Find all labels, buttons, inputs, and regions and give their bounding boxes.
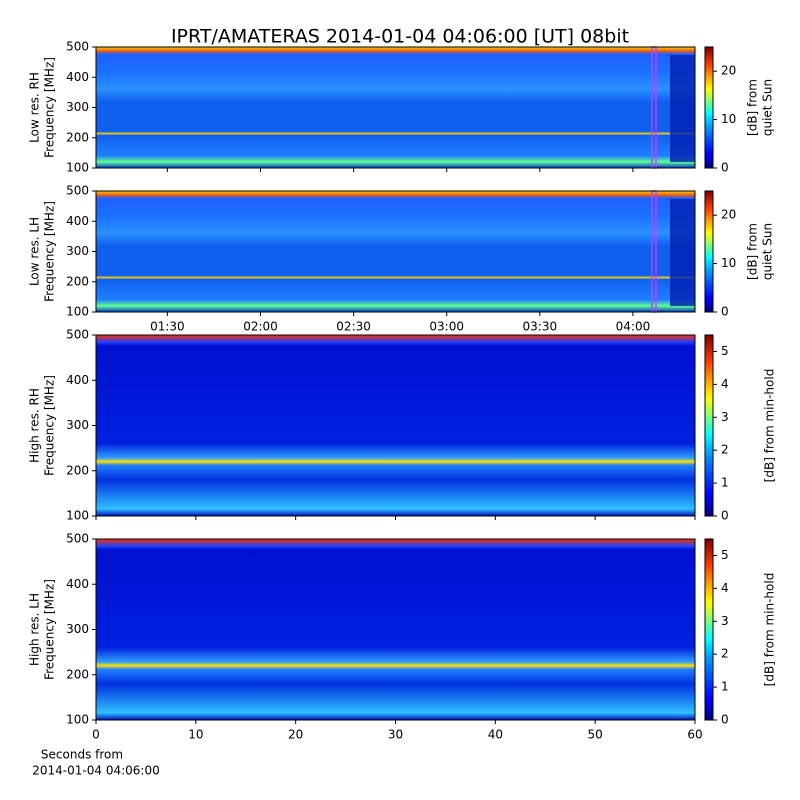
colorbar-tick-label: 2 [721,443,729,457]
y-tick-label: 200 [66,463,89,477]
x-axis-label: 2014-01-04 04:06:00 [32,764,159,778]
y-tick-label: 200 [66,274,89,288]
spectrogram [96,335,695,516]
colorbar-tick-label: 1 [721,680,729,694]
colorbar-tick-label: 0 [721,713,729,727]
x-tick-label: 50 [588,728,603,742]
y-tick-label: 100 [66,509,89,523]
y-tick-label: 300 [66,418,89,432]
x-tick-label: 03:00 [429,320,464,334]
colorbar-label: quiet Sun [761,79,775,136]
x-tick-label: 01:30 [150,320,185,334]
colorbar [704,46,714,169]
x-tick-label: 40 [488,728,503,742]
y-tick-label: 400 [66,70,89,84]
colorbar-label: [dB] from min-hold [763,573,777,687]
spectrogram [96,191,695,312]
y-tick-label: 400 [66,214,89,228]
colorbar [704,334,714,517]
colorbar-tick-label: 20 [721,208,736,222]
y-tick-label: 200 [66,130,89,144]
colorbar-tick-label: 4 [721,377,729,391]
x-tick-label: 0 [92,728,100,742]
colorbar-tick-label: 1 [721,476,729,490]
colorbar-tick-label: 10 [721,112,736,126]
y-axis-label: Low res. LH [28,217,42,286]
colorbar-tick-label: 5 [721,344,729,358]
colorbar-label: [dB] from [746,223,760,280]
y-axis-label: Frequency [MHz] [43,57,57,158]
colorbar-tick-label: 2 [721,647,729,661]
y-tick-label: 400 [66,577,89,591]
x-tick-label: 02:00 [243,320,278,334]
y-tick-label: 500 [66,184,89,198]
y-tick-label: 300 [66,244,89,258]
figure-title: IPRT/AMATERAS 2014-01-04 04:06:00 [UT] 0… [171,26,629,48]
x-tick-label: 20 [288,728,303,742]
colorbar-label: quiet Sun [761,223,775,280]
colorbar-tick-label: 5 [721,548,729,562]
colorbar-tick-label: 20 [721,64,736,78]
y-axis-label: Frequency [MHz] [43,579,57,680]
y-tick-label: 100 [66,161,89,175]
colorbar-tick-label: 0 [721,509,729,523]
colorbar [704,190,714,313]
colorbar [704,538,714,721]
data-gap [670,55,695,162]
data-gap [670,199,695,306]
y-axis-label: Frequency [MHz] [43,375,57,476]
x-tick-label: 10 [188,728,203,742]
colorbar-tick-label: 3 [721,614,729,628]
spectrogram [96,47,695,168]
x-axis-label: Seconds from [41,748,123,762]
y-axis-label: High res. LH [28,593,42,666]
colorbar-tick-label: 0 [721,161,729,175]
x-tick-label: 60 [687,728,702,742]
colorbar-label: [dB] from [746,79,760,136]
y-tick-label: 500 [66,40,89,54]
y-tick-label: 500 [66,328,89,342]
colorbar-tick-label: 3 [721,410,729,424]
colorbar-tick-label: 4 [721,581,729,595]
x-tick-label: 03:30 [523,320,558,334]
x-tick-label: 30 [388,728,403,742]
y-tick-label: 200 [66,667,89,681]
y-tick-label: 300 [66,100,89,114]
y-axis-label: Frequency [MHz] [43,201,57,302]
colorbar-tick-label: 10 [721,256,736,270]
spectrogram [96,539,695,720]
x-tick-label: 04:00 [616,320,651,334]
y-tick-label: 300 [66,622,89,636]
y-tick-label: 100 [66,305,89,319]
y-axis-label: High res. RH [28,388,42,463]
y-tick-label: 400 [66,373,89,387]
y-axis-label: Low res. RH [28,72,42,143]
y-tick-label: 500 [66,532,89,546]
y-tick-label: 100 [66,713,89,727]
colorbar-tick-label: 0 [721,305,729,319]
x-tick-label: 02:30 [336,320,371,334]
colorbar-label: [dB] from min-hold [763,369,777,483]
